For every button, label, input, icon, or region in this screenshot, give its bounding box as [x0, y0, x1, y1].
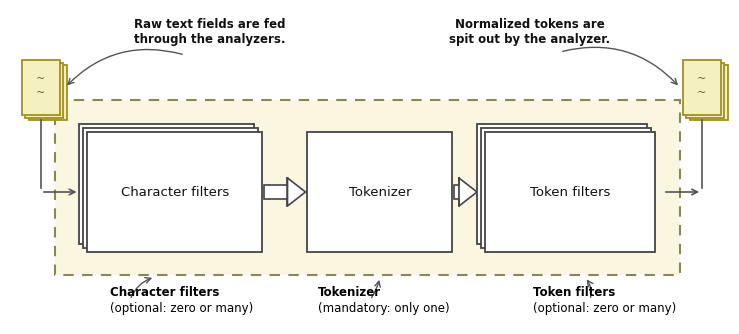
Text: ~: ~ — [698, 88, 706, 98]
Text: (mandatory: only one): (mandatory: only one) — [318, 302, 449, 315]
Bar — [454, 185, 459, 199]
Bar — [87, 132, 262, 252]
Bar — [687, 62, 724, 118]
Bar — [481, 128, 651, 248]
Text: (optional: zero or many): (optional: zero or many) — [110, 302, 253, 315]
Text: Tokenizer: Tokenizer — [318, 286, 381, 299]
Text: ~: ~ — [36, 88, 46, 98]
Bar — [26, 62, 64, 118]
Text: Character filters: Character filters — [110, 286, 219, 299]
Bar — [477, 124, 647, 244]
Text: Character filters: Character filters — [121, 185, 229, 198]
Bar — [683, 60, 721, 115]
Bar — [29, 65, 67, 120]
Text: Raw text fields are fed
through the analyzers.: Raw text fields are fed through the anal… — [134, 18, 286, 46]
Text: Tokenizer: Tokenizer — [349, 185, 411, 198]
Text: (optional: zero or many): (optional: zero or many) — [533, 302, 676, 315]
Polygon shape — [459, 178, 477, 206]
Bar — [690, 65, 728, 120]
Text: ~: ~ — [36, 74, 46, 84]
Bar — [485, 132, 655, 252]
Text: Token filters: Token filters — [533, 286, 616, 299]
Bar — [84, 128, 259, 248]
Bar — [265, 185, 287, 199]
Bar — [22, 60, 60, 115]
Text: Normalized tokens are
spit out by the analyzer.: Normalized tokens are spit out by the an… — [449, 18, 610, 46]
Text: Token filters: Token filters — [530, 185, 610, 198]
Bar — [80, 124, 254, 244]
Bar — [307, 132, 452, 252]
Polygon shape — [287, 178, 305, 206]
Text: ~: ~ — [698, 74, 706, 84]
Bar — [55, 100, 680, 275]
